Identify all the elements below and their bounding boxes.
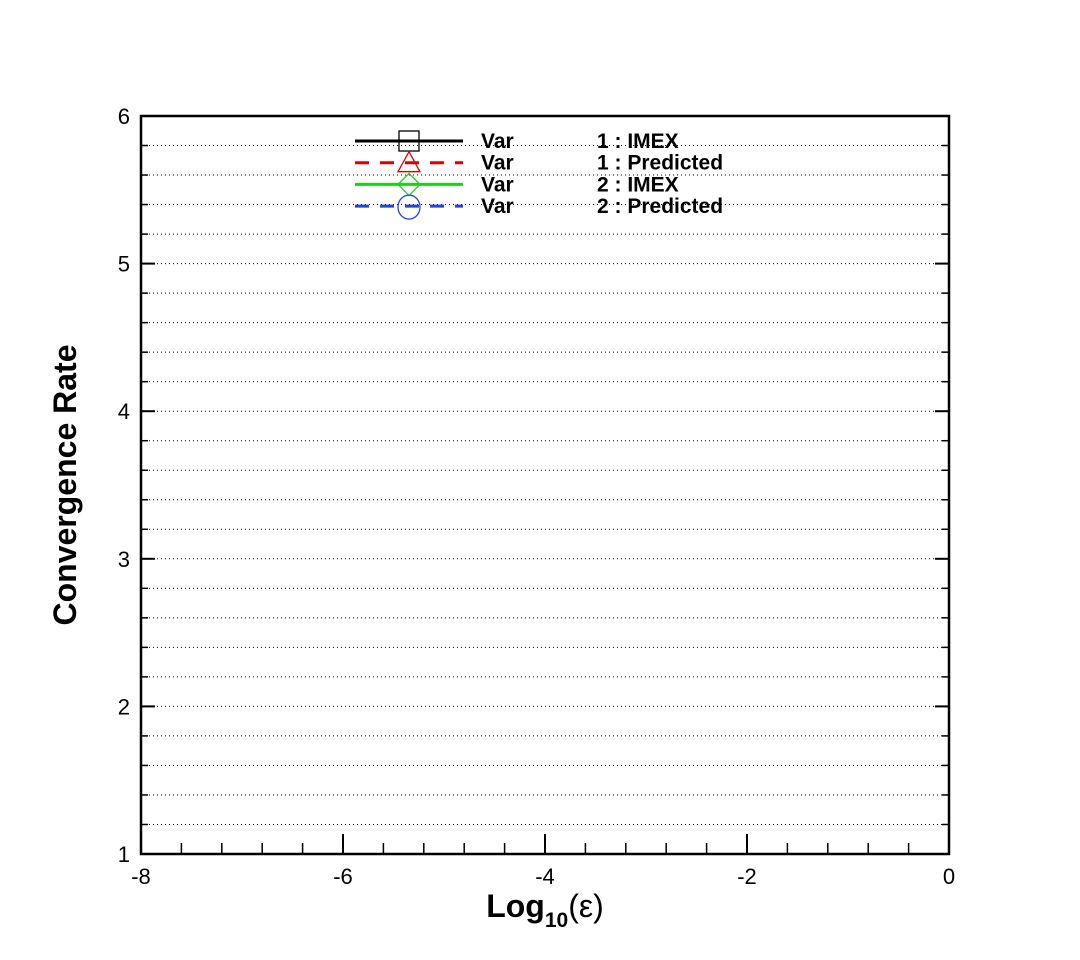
y-tick-label: 5 xyxy=(118,252,130,277)
tick-labels: 1 2 3 4 5 6 -8 -6 -4 -2 0 xyxy=(118,104,955,889)
x-tick-label: -2 xyxy=(737,864,757,889)
legend-var-label: Var xyxy=(481,195,514,218)
legend-marker-circle xyxy=(397,194,421,220)
legend-var-label: Var xyxy=(481,173,514,196)
y-tick-label: 3 xyxy=(118,547,130,572)
x-tick-label: -4 xyxy=(535,864,555,889)
legend-series-label: 2 : Predicted xyxy=(597,195,723,218)
y-axis-title: Convergence Rate xyxy=(47,345,83,626)
legend-series-label: 1 : IMEX xyxy=(597,130,679,153)
legend: Var 1 : IMEX Var 1 : Predicted Var 2 : IMEX Va… xyxy=(355,130,723,220)
grid-lines xyxy=(141,145,949,825)
legend-marker-triangle xyxy=(396,150,422,173)
x-tick-label: -8 xyxy=(131,864,151,889)
y-tick-label: 4 xyxy=(118,399,130,424)
legend-series-label: 1 : Predicted xyxy=(597,152,723,175)
x-tick-label: 0 xyxy=(943,864,955,889)
y-tick-label: 6 xyxy=(118,104,130,129)
x-axis-title-tail: (ε) xyxy=(568,888,604,924)
x-tick-label: -6 xyxy=(333,864,353,889)
x-axis-title-main: Log xyxy=(486,888,545,924)
legend-var-label: Var xyxy=(481,152,514,175)
y-tick-label: 2 xyxy=(118,694,130,719)
x-axis-title: Log10(ε) xyxy=(486,888,604,932)
legend-series-label: 2 : IMEX xyxy=(597,173,679,196)
y-tick-label: 1 xyxy=(118,842,130,867)
x-axis-title-subscript: 10 xyxy=(545,909,568,932)
legend-var-label: Var xyxy=(481,130,514,153)
plot-frame xyxy=(139,114,951,856)
